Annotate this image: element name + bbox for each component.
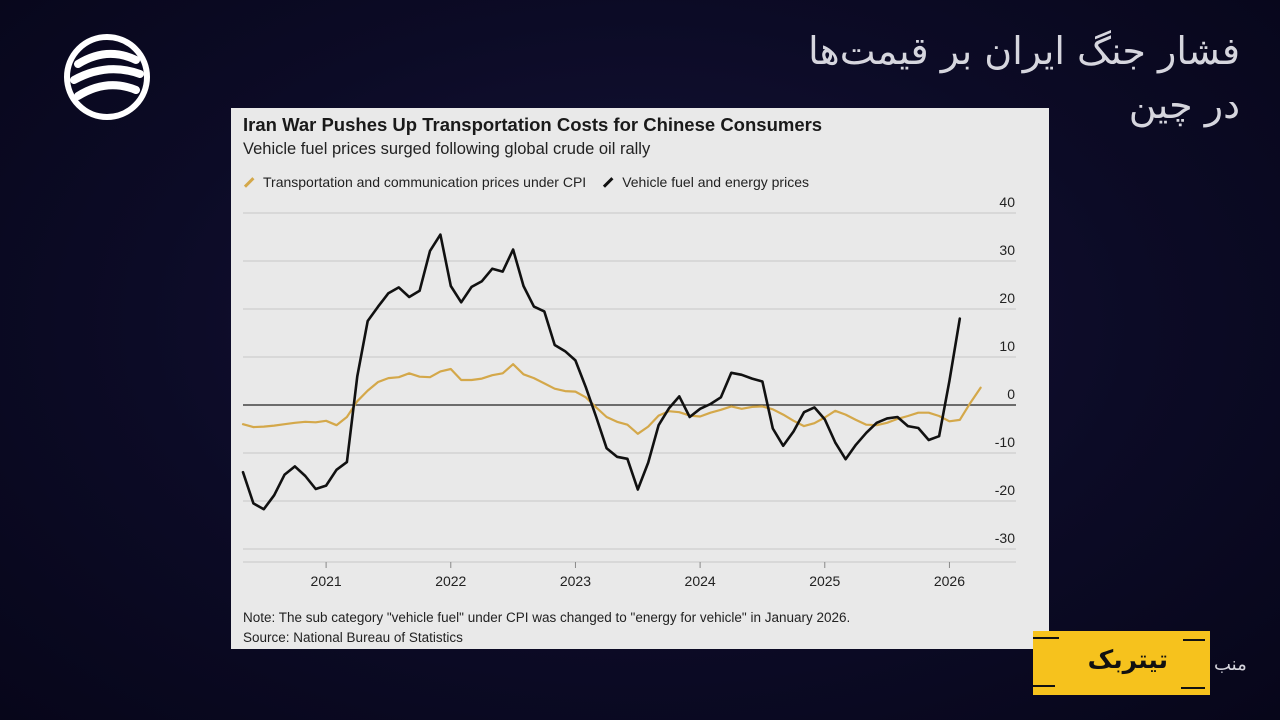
- legend-item-cpi: Transportation and communication prices …: [243, 174, 586, 190]
- x-tick-label: 2022: [435, 573, 466, 589]
- x-tick-label: 2023: [560, 573, 591, 589]
- chart-note: Note: The sub category "vehicle fuel" un…: [243, 610, 851, 625]
- brand-logo-icon: [64, 34, 150, 120]
- y-tick-label: 40: [999, 194, 1015, 210]
- y-tick-label: 30: [999, 242, 1015, 258]
- y-tick-label: 0: [1007, 386, 1015, 402]
- brand-decor-line: [1033, 685, 1055, 687]
- legend-item-fuel: Vehicle fuel and energy prices: [602, 174, 809, 190]
- chart-subtitle: Vehicle fuel prices surged following glo…: [243, 140, 651, 158]
- y-tick-label: 20: [999, 290, 1015, 306]
- brand-badge: تیتربک: [1033, 631, 1210, 695]
- y-tick-label: -10: [995, 434, 1015, 450]
- legend-label-fuel: Vehicle fuel and energy prices: [622, 174, 809, 190]
- legend-label-cpi: Transportation and communication prices …: [263, 174, 587, 190]
- chart-card: Iran War Pushes Up Transportation Costs …: [231, 108, 1049, 649]
- line-chart: 40 30 20 10 0 -10 -20 -30 2021 2022 2023 2024 2025 20…: [241, 194, 1016, 589]
- brand-decor-line: [1033, 637, 1059, 639]
- brand-decor-line: [1181, 687, 1205, 689]
- chart-legend: Transportation and communication prices …: [243, 174, 825, 190]
- headline-line-1: فشار جنگ ایران بر قیمت‌ها: [808, 29, 1240, 73]
- x-tick-label: 2026: [934, 573, 965, 589]
- y-tick-label: -30: [995, 530, 1015, 546]
- headline-line-2: در چین: [1128, 83, 1240, 127]
- headline: فشار جنگ ایران بر قیمت‌ها در چین: [640, 24, 1240, 132]
- chart-title: Iran War Pushes Up Transportation Costs …: [243, 114, 823, 135]
- brand-name: تیتربک: [1087, 645, 1168, 674]
- series-line-fuel: [241, 233, 962, 511]
- y-tick-label: -20: [995, 482, 1015, 498]
- chart-source: Source: National Bureau of Statistics: [243, 630, 463, 645]
- brand-caption: منب: [1214, 654, 1247, 675]
- y-tick-label: 10: [999, 338, 1015, 354]
- x-tick-label: 2025: [809, 573, 840, 589]
- brand-decor-line: [1183, 639, 1205, 641]
- chart-footnote: Note: The sub category "vehicle fuel" un…: [243, 608, 850, 648]
- x-tick-label: 2021: [311, 573, 342, 589]
- x-tick-label: 2024: [685, 573, 716, 589]
- series-line-cpi: [241, 363, 982, 435]
